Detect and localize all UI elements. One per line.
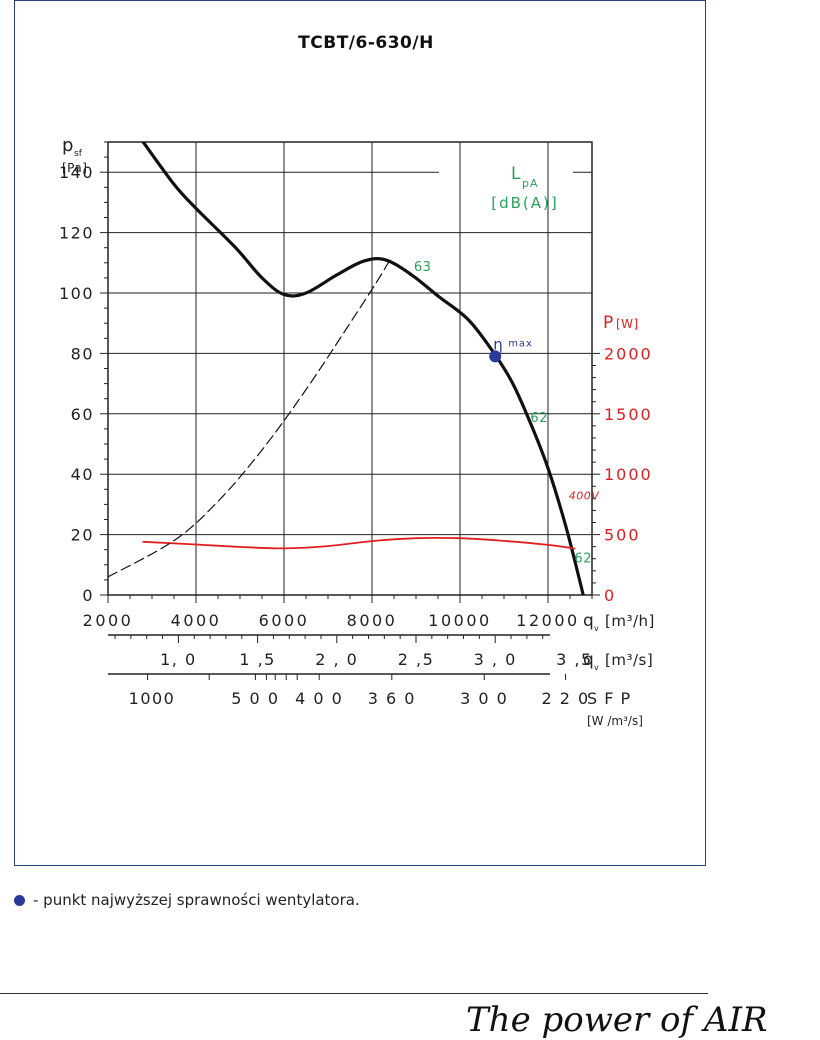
- chart-title: TCBT/6-630/H: [298, 33, 434, 53]
- y-left-tick-label: 0: [82, 586, 94, 605]
- x-axis-label: q: [583, 611, 594, 631]
- sound-level-value: 62: [574, 551, 592, 566]
- footer-divider: [0, 993, 708, 994]
- sound-level-value: 63: [414, 260, 432, 275]
- sound-level-value: 62: [530, 411, 548, 426]
- sound-level-label: L: [511, 164, 521, 184]
- x-tick-label: 4000: [171, 611, 222, 630]
- legend-note: - punkt najwyższej sprawności wentylator…: [14, 891, 360, 909]
- sfp-axis-unit: [W /m³/s]: [587, 714, 643, 728]
- x2-tick-label: 3 ,5: [556, 650, 593, 669]
- x-tick-label: 2000: [83, 611, 134, 630]
- x-axis-unit: [m³/h]: [605, 612, 655, 630]
- x2-tick-label: 1, 0: [160, 650, 197, 669]
- sound-level-label-sub: pA: [522, 177, 539, 190]
- y-left-tick-label: 40: [71, 465, 94, 484]
- sfp-tick-label: 5 0 0: [231, 689, 279, 708]
- chart-frame: TCBT/6-630/H 0 20 40 60 80 100 120 140 p sf [Pa] 0 50…: [14, 0, 706, 866]
- x-tick-label: 8000: [347, 611, 398, 630]
- sfp-tick-label: 3 6 0: [368, 689, 416, 708]
- y-right-tick-label: 2000: [604, 344, 653, 363]
- legend-note-text: - punkt najwyższej sprawności wentylator…: [33, 891, 360, 909]
- y-left-tick-label: 60: [71, 405, 94, 424]
- x2-tick-label: 2 , 0: [315, 650, 358, 669]
- y-left-tick-label: 140: [59, 163, 94, 182]
- brand-logo: The power of AIR: [466, 1000, 768, 1040]
- x-tick-label: 12000: [516, 611, 579, 630]
- x2-tick-label: 2 ,5: [398, 650, 435, 669]
- x-tick-label: 10000: [428, 611, 491, 630]
- x-axis-label-sub: v: [594, 624, 599, 633]
- y-left-tick-label: 20: [71, 526, 94, 545]
- chart-svg: TCBT/6-630/H 0 20 40 60 80 100 120 140 p sf [Pa] 0 50…: [59, 33, 655, 728]
- y-right-tick-label: 0: [604, 586, 616, 605]
- y-right-tick-label: 1500: [604, 405, 653, 424]
- sfp-tick-label: 2 2 0: [541, 689, 589, 708]
- y-left-tick-label: 120: [59, 224, 94, 243]
- x2-tick-label: 1 ,5: [239, 650, 276, 669]
- power-curve: [142, 536, 576, 550]
- x-tick-label: 6000: [259, 611, 310, 630]
- y-left-tick-label: 100: [59, 284, 94, 303]
- x2-tick-label: 3 , 0: [474, 650, 517, 669]
- efficiency-point: [489, 350, 502, 363]
- y-left-tick-label: 80: [71, 344, 94, 363]
- efficiency-dot-icon: [14, 894, 25, 906]
- y-right-tick-label: 1000: [604, 465, 653, 484]
- system-curve: [108, 256, 393, 578]
- y-right-axis-unit: [W]: [616, 317, 639, 331]
- y-left-axis-label-sub: sf: [74, 149, 83, 159]
- voltage-label: 400V: [569, 489, 600, 502]
- y-right-axis-label: P: [603, 313, 613, 333]
- y-left-axis-label: p: [62, 135, 73, 156]
- sfp-tick-label: 3 0 0: [460, 689, 508, 708]
- pressure-curve: [141, 142, 585, 595]
- x2-axis-unit: [m³/s]: [605, 651, 653, 669]
- sfp-axis-label: S F P: [587, 689, 631, 708]
- efficiency-label-sub: max: [508, 338, 533, 349]
- sfp-tick-label: 1000: [129, 689, 176, 708]
- sound-level-unit: [dB(A)]: [491, 194, 558, 212]
- sfp-tick-label: 4 0 0: [295, 689, 343, 708]
- efficiency-label: η: [493, 335, 503, 353]
- y-left-axis-unit: [Pa]: [62, 161, 87, 175]
- x2-axis-label-sub: v: [594, 663, 599, 672]
- x2-axis-label: q: [583, 650, 594, 670]
- y-right-tick-label: 500: [604, 526, 641, 545]
